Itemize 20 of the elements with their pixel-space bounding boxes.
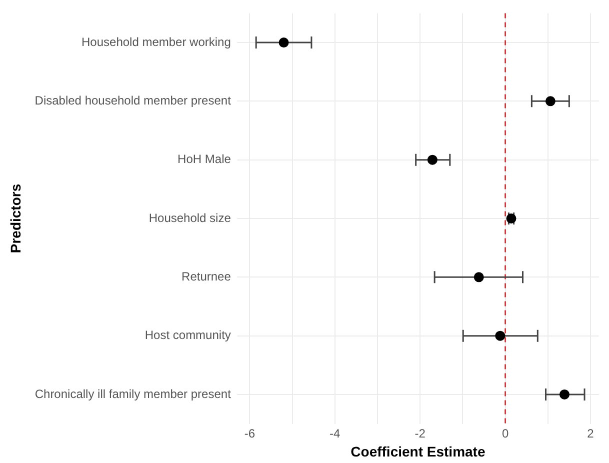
y-tick-label: Household member working bbox=[82, 34, 231, 49]
point bbox=[559, 389, 570, 400]
y-tick-label: Household size bbox=[148, 210, 232, 225]
y-tick-label: Host community bbox=[144, 328, 231, 342]
x-tick-label: 0 bbox=[502, 426, 509, 440]
x-tick-label: -2 bbox=[414, 426, 426, 440]
point bbox=[495, 330, 506, 341]
x-axis-title: Coefficient Estimate bbox=[350, 443, 486, 460]
x-tick-label: -4 bbox=[330, 426, 341, 440]
y-tick-label: Disabled household member present bbox=[34, 94, 232, 108]
point bbox=[474, 272, 484, 282]
x-tick-label: 2 bbox=[587, 426, 594, 440]
y-tick-label: HoH Male bbox=[178, 152, 232, 166]
y-tick-label: Returnee bbox=[182, 269, 232, 284]
point bbox=[427, 154, 438, 165]
point bbox=[278, 38, 289, 48]
point bbox=[545, 96, 556, 106]
x-tick-label: -6 bbox=[244, 426, 256, 440]
y-axis-title: Predictors bbox=[7, 184, 24, 254]
y-tick-label: Chronically ill family member present bbox=[34, 386, 232, 401]
